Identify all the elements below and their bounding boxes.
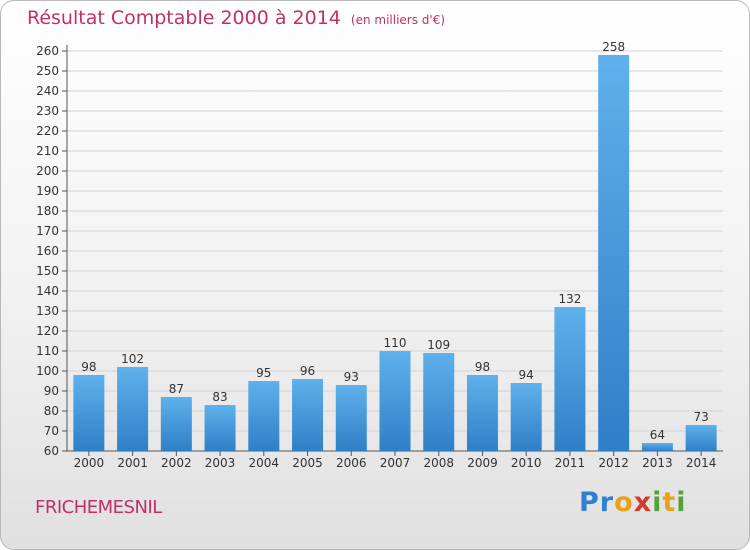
y-tick-label: 240 [36,84,59,98]
data-label: 87 [169,382,184,396]
data-label: 98 [81,360,96,374]
bar [554,307,586,451]
y-tick-label: 220 [36,124,59,138]
subtitle-text: (en milliers d'€) [350,13,446,27]
data-label: 109 [427,338,450,352]
data-label: 96 [300,364,315,378]
data-label: 102 [121,352,144,366]
x-tick-label: 2010 [511,456,542,470]
data-label: 83 [212,390,227,404]
bar [117,367,149,451]
x-tick-label: 2009 [467,456,498,470]
x-tick-label: 2003 [205,456,236,470]
bar [598,55,630,451]
y-tick-label: 90 [44,384,59,398]
y-tick-label: 100 [36,364,59,378]
y-tick-label: 150 [36,264,59,278]
x-tick-label: 2001 [117,456,148,470]
y-tick-label: 160 [36,244,59,258]
y-tick-label: 130 [36,304,59,318]
x-tick-label: 2014 [686,456,717,470]
bar [466,375,498,451]
bar [423,353,455,451]
x-tick-label: 2005 [292,456,323,470]
bar [335,385,367,451]
y-tick-label: 140 [36,284,59,298]
x-tick-label: 2008 [423,456,454,470]
x-tick-label: 2007 [380,456,411,470]
bar [510,383,542,451]
bar [248,381,280,451]
data-label: 94 [519,368,534,382]
x-tick-label: 2011 [555,456,586,470]
data-label: 110 [384,336,407,350]
brand-logo: Proxiti [579,487,687,518]
y-tick-label: 210 [36,144,59,158]
city-name: FRICHEMESNIL [35,497,162,518]
data-label: 64 [650,428,665,442]
y-tick-label: 70 [44,424,59,438]
y-tick-label: 170 [36,224,59,238]
y-tick-label: 110 [36,344,59,358]
x-tick-label: 2012 [598,456,629,470]
y-tick-label: 200 [36,164,59,178]
y-tick-label: 190 [36,184,59,198]
title-text: Résultat Comptable 2000 à 2014 [27,7,341,29]
bar [160,397,192,451]
data-label: 98 [475,360,490,374]
x-tick-label: 2002 [161,456,192,470]
data-label: 132 [558,292,581,306]
y-tick-label: 230 [36,104,59,118]
y-tick-label: 80 [44,404,59,418]
data-label: 93 [344,370,359,384]
x-tick-label: 2006 [336,456,367,470]
y-tick-label: 260 [36,44,59,58]
x-tick-label: 2013 [642,456,673,470]
bar [73,375,105,451]
bar [292,379,324,451]
data-label: 95 [256,366,271,380]
y-tick-label: 180 [36,204,59,218]
bar [379,351,411,451]
bar [685,425,717,451]
bar [204,405,236,451]
y-tick-label: 60 [44,444,59,458]
y-tick-label: 250 [36,64,59,78]
x-tick-label: 2000 [74,456,105,470]
chart-title: Résultat Comptable 2000 à 2014 (en millie… [27,7,445,29]
data-label: 73 [693,410,708,424]
y-tick-label: 120 [36,324,59,338]
bar [641,443,673,451]
x-tick-label: 2004 [249,456,280,470]
data-label: 258 [602,40,625,54]
